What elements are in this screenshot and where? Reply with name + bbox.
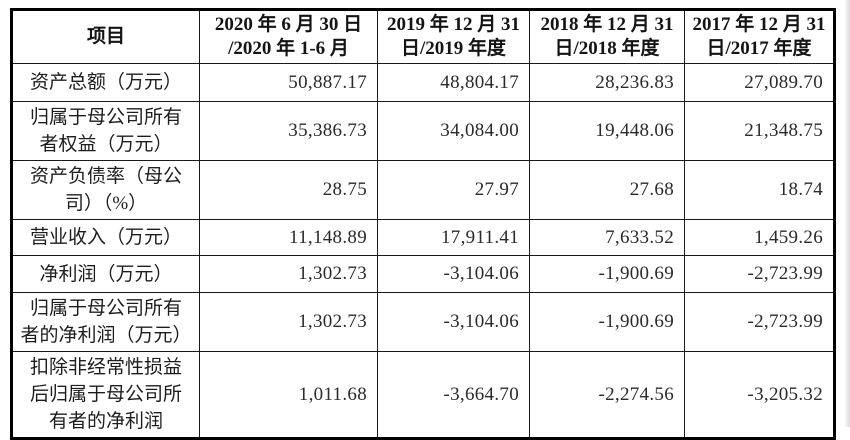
column-header-item: 项目 — [11, 9, 200, 64]
row-label: 资产负债率（母公 司）（%） — [11, 160, 200, 220]
table-row: 资产负债率（母公 司）（%） 28.75 27.97 27.68 18.74 — [11, 160, 835, 220]
cell-value: 1,459.26 — [684, 219, 835, 256]
column-header-2018: 2018 年 12 月 31 日/2018 年度 — [529, 9, 685, 64]
table-row: 营业收入（万元） 11,148.89 17,911.41 7,633.52 1,… — [11, 219, 835, 256]
cell-value: 1,302.73 — [199, 255, 378, 293]
cell-value: 19,448.06 — [529, 101, 685, 161]
row-label: 归属于母公司所有 者权益（万元） — [11, 101, 200, 161]
cell-value: -3,104.06 — [377, 292, 530, 352]
cell-value: 11,148.89 — [199, 219, 378, 256]
cell-value: -2,723.99 — [684, 292, 835, 352]
page-edge-shadow — [844, 0, 850, 427]
table-row: 归属于母公司所有 者权益（万元） 35,386.73 34,084.00 19,… — [11, 101, 835, 161]
cell-value: -2,723.99 — [684, 255, 835, 293]
cell-value: 35,386.73 — [199, 101, 378, 161]
cell-value: 18.74 — [684, 160, 835, 220]
row-label: 资产总额（万元） — [11, 63, 200, 102]
column-header-2017: 2017 年 12 月 31 日/2017 年度 — [684, 9, 835, 64]
table-row: 归属于母公司所有 者的净利润（万元） 1,302.73 -3,104.06 -1… — [11, 292, 835, 352]
table-row: 扣除非经常性损益 后归属于母公司所 有者的净利润 1,011.68 -3,664… — [11, 351, 835, 439]
cell-value: -3,104.06 — [377, 255, 530, 293]
cell-value: -3,664.70 — [377, 351, 530, 439]
column-header-2020: 2020 年 6 月 30 日 /2020 年 1-6 月 — [199, 9, 378, 64]
cell-value: -1,900.69 — [529, 255, 685, 293]
cell-value: 7,633.52 — [529, 219, 685, 256]
cell-value: -3,205.32 — [684, 351, 835, 439]
cell-value: 34,084.00 — [377, 101, 530, 161]
cell-value: 27.68 — [529, 160, 685, 220]
cell-value: 27.97 — [377, 160, 530, 220]
row-label: 扣除非经常性损益 后归属于母公司所 有者的净利润 — [11, 351, 200, 439]
cell-value: 27,089.70 — [684, 63, 835, 102]
cell-value: 50,887.17 — [199, 63, 378, 102]
cell-value: 28,236.83 — [529, 63, 685, 102]
cell-value: 1,302.73 — [199, 292, 378, 352]
cell-value: 17,911.41 — [377, 219, 530, 256]
cell-value: -2,274.56 — [529, 351, 685, 439]
column-header-2019: 2019 年 12 月 31 日/2019 年度 — [377, 9, 530, 64]
financial-summary-table: 项目 2020 年 6 月 30 日 /2020 年 1-6 月 2019 年 … — [10, 8, 836, 440]
row-label: 归属于母公司所有 者的净利润（万元） — [11, 292, 200, 352]
cell-value: 48,804.17 — [377, 63, 530, 102]
header-row: 项目 2020 年 6 月 30 日 /2020 年 1-6 月 2019 年 … — [11, 9, 835, 64]
cell-value: 28.75 — [199, 160, 378, 220]
cell-value: 21,348.75 — [684, 101, 835, 161]
row-label: 净利润（万元） — [11, 255, 200, 293]
table-row: 净利润（万元） 1,302.73 -3,104.06 -1,900.69 -2,… — [11, 255, 835, 293]
cell-value: 1,011.68 — [199, 351, 378, 439]
row-label: 营业收入（万元） — [11, 219, 200, 256]
table-row: 资产总额（万元） 50,887.17 48,804.17 28,236.83 2… — [11, 63, 835, 102]
cell-value: -1,900.69 — [529, 292, 685, 352]
